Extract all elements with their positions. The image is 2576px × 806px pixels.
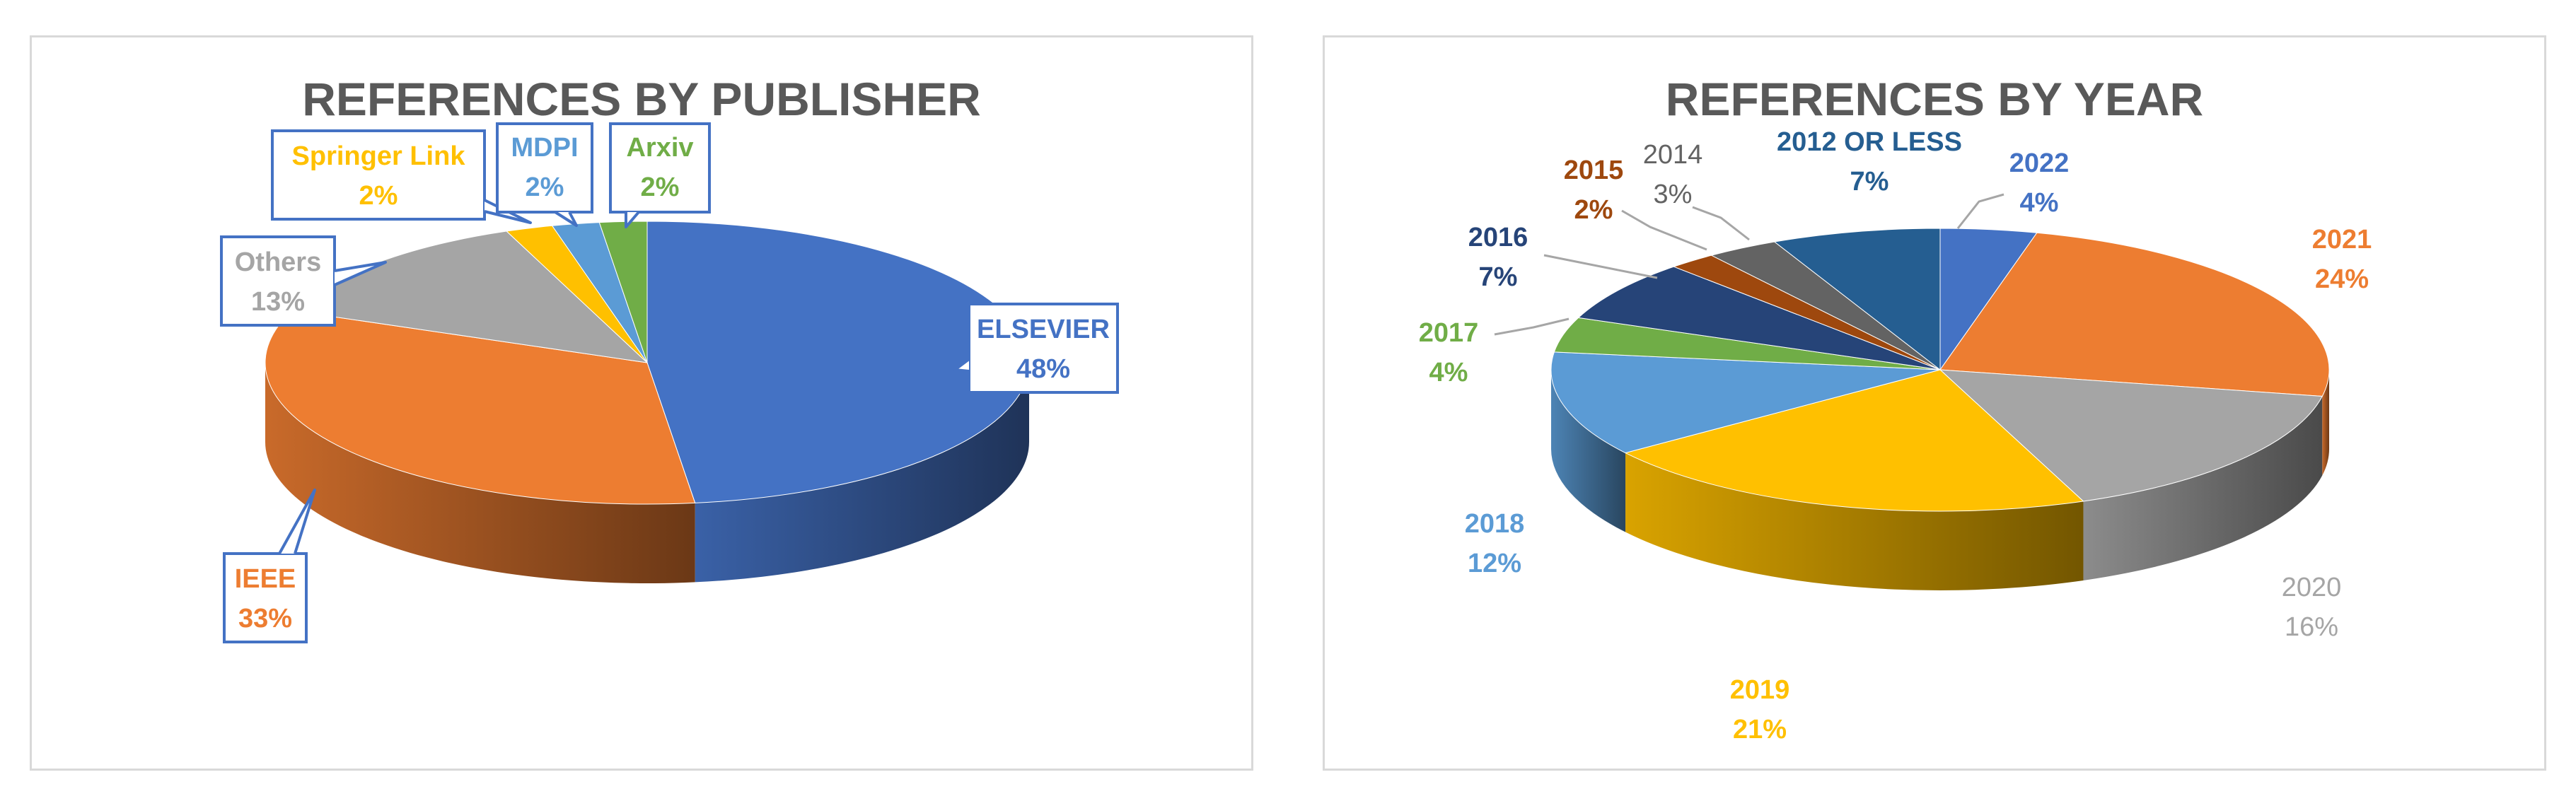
year-value-label: 4%: [2020, 188, 2059, 218]
publisher-category-label: Springer Link: [292, 141, 466, 171]
year-data-label-2014: 2014 3%: [1643, 140, 1750, 241]
publisher-category-label: MDPI: [511, 133, 579, 163]
publisher-category-label: Others: [235, 247, 321, 277]
year-category-label: 2018: [1465, 509, 1525, 539]
publisher-value-label: 48%: [1016, 354, 1070, 384]
publisher-chart-panel: REFERENCES BY PUBLISHER ELSEVIER 48% IEEE 3…: [30, 35, 1253, 771]
publisher-side-elsevier: [695, 363, 1029, 583]
year-category-label: 2017: [1419, 318, 1479, 348]
year-value-label: 7%: [1479, 262, 1518, 292]
year-data-label-2018: 2018 12%: [1465, 509, 1525, 578]
year-side-2021: [2322, 370, 2329, 476]
year-data-label-2022: 2022 4%: [1956, 148, 2070, 229]
publisher-category-label: IEEE: [235, 564, 296, 594]
year-value-label: 16%: [2285, 612, 2338, 642]
publisher-value-label: 13%: [251, 287, 305, 317]
year-data-label-2019: 2019 21%: [1730, 675, 1790, 744]
year-category-label: 2022: [2009, 148, 2070, 178]
publisher-data-label-others: Others 13%: [220, 235, 387, 327]
year-data-label-2015: 2015 2%: [1564, 156, 1707, 251]
year-slice-2020: [1939, 369, 2323, 502]
year-side-2018: [1551, 370, 1626, 532]
publisher-callout-pointer: [953, 358, 970, 373]
publisher-callout-box: [496, 122, 593, 214]
publisher-slice-arxiv: [598, 221, 648, 363]
year-leader-line: [1692, 206, 1750, 241]
publisher-callout-pointer: [625, 211, 640, 228]
publisher-slice-ieee: [265, 310, 696, 505]
year-value-label: 3%: [1654, 180, 1693, 209]
year-chart-title: REFERENCES BY YEAR: [1666, 73, 2203, 125]
year-category-label: 2014: [1643, 140, 1703, 170]
publisher-data-label-springer-link: Springer Link 2%: [271, 129, 532, 224]
publisher-data-label-ieee: IEEE 33%: [223, 489, 316, 643]
publisher-callout-box: [609, 122, 711, 214]
publisher-callout-box: [271, 129, 486, 221]
year-category-label: 2020: [2282, 573, 2342, 602]
publisher-callout-pointer: [278, 489, 316, 554]
year-data-label-2020: 2020 16%: [2282, 573, 2342, 642]
year-pie-sides: [1551, 370, 2329, 590]
year-category-label: 2016: [1468, 223, 1528, 252]
publisher-value-label: 2%: [641, 173, 680, 202]
publisher-callout-box: [223, 552, 308, 643]
publisher-chart-title: REFERENCES BY PUBLISHER: [302, 73, 981, 125]
year-slice-2019: [1624, 369, 2084, 512]
year-data-label-2021: 2021 24%: [2312, 225, 2372, 294]
year-leader-line: [1494, 317, 1570, 336]
year-side-2020: [2083, 396, 2323, 580]
year-data-label-2017: 2017 4%: [1419, 317, 1570, 387]
year-leader-line: [1543, 254, 1658, 279]
year-value-label: 12%: [1468, 549, 1521, 578]
publisher-callout-box: [220, 235, 336, 327]
year-slice-2016: [1577, 266, 1941, 370]
year-side-2019: [1625, 452, 2084, 590]
year-value-label: 7%: [1850, 167, 1889, 197]
publisher-data-label-elsevier: ELSEVIER 48%: [953, 303, 1119, 394]
publisher-value-label: 2%: [359, 181, 398, 211]
year-chart-panel: REFERENCES BY YEAR 2022 4% 2021 24% 2020 16% 2…: [1323, 35, 2546, 771]
publisher-value-label: 33%: [238, 604, 292, 633]
year-value-label: 2%: [1574, 195, 1613, 225]
year-data-label-2012-or-less: 2012 OR LESS 7%: [1777, 127, 1962, 197]
publisher-callout-pointer: [554, 211, 578, 227]
publisher-data-label-mdpi: MDPI 2%: [496, 122, 593, 227]
year-slice-2012-or-less: [1773, 228, 1941, 371]
publisher-pie-sides: [265, 363, 1029, 583]
publisher-category-label: Arxiv: [626, 133, 693, 163]
year-value-label: 24%: [2315, 264, 2369, 294]
year-slice-2018: [1550, 351, 1941, 454]
year-value-label: 4%: [1429, 358, 1468, 387]
publisher-value-label: 2%: [526, 173, 564, 202]
publisher-data-label-arxiv: Arxiv 2%: [609, 122, 711, 228]
publisher-category-label: ELSEVIER: [977, 315, 1110, 344]
year-category-label: 2019: [1730, 675, 1790, 705]
year-category-label: 2021: [2312, 225, 2372, 255]
year-pie-chart: REFERENCES BY YEAR 20224%202124%202016%2…: [1419, 73, 2372, 744]
publisher-pie-chart: REFERENCES BY PUBLISHER ELSEVIER 48% IEEE 3…: [220, 73, 1119, 643]
year-category-label: 2015: [1564, 156, 1624, 185]
year-pie-tops: [1550, 228, 2330, 512]
year-slice-2021: [1939, 232, 2330, 397]
publisher-side-ieee: [265, 363, 695, 583]
year-category-label: 2012 OR LESS: [1777, 127, 1962, 157]
publisher-callout-pointer: [334, 261, 387, 286]
year-data-label-2016: 2016 7%: [1468, 223, 1658, 292]
year-value-label: 21%: [1733, 715, 1787, 744]
year-leader-line: [1956, 193, 2004, 229]
publisher-pie-tops: [265, 221, 1030, 505]
year-leader-line: [1621, 209, 1707, 251]
